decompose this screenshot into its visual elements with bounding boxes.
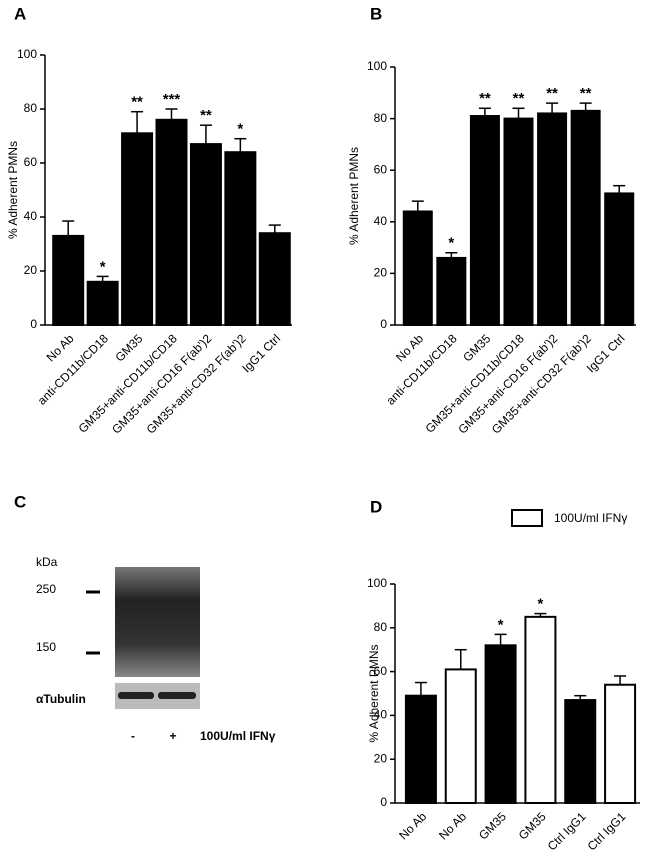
loading-control: αTubulin <box>36 692 86 706</box>
y-tick-label: 80 <box>24 101 38 115</box>
significance: ** <box>546 85 558 102</box>
y-tick-label: 0 <box>380 795 387 809</box>
x-tick-label: GM35 <box>516 809 549 842</box>
significance: * <box>498 616 504 633</box>
x-tick-label: GM35 <box>476 809 509 842</box>
y-tick-label: 20 <box>374 266 388 280</box>
y-tick-label: 60 <box>374 162 388 176</box>
y-tick-label: 100 <box>367 576 387 590</box>
bar <box>604 683 637 804</box>
bar <box>484 644 517 804</box>
panel-label: A <box>14 4 26 23</box>
y-tick-label: 80 <box>374 111 388 125</box>
y-tick-label: 40 <box>374 708 388 722</box>
bar <box>604 192 635 326</box>
bar <box>86 280 119 326</box>
bar <box>189 143 222 326</box>
bar <box>258 232 291 326</box>
significance: ** <box>580 85 592 102</box>
bar <box>404 694 437 804</box>
y-tick-label: 100 <box>367 59 387 73</box>
y-tick-label: 40 <box>24 209 38 223</box>
bar <box>52 234 85 326</box>
bar <box>121 132 154 326</box>
y-tick-label: 80 <box>374 620 388 634</box>
band <box>118 692 154 699</box>
y-axis-label: % Adherent PMNs <box>367 644 381 742</box>
blot <box>115 567 200 677</box>
panel-label: C <box>14 492 26 511</box>
legend-label: 100U/ml IFNγ <box>554 511 627 525</box>
band <box>158 692 196 699</box>
y-tick-label: 60 <box>374 664 388 678</box>
unit-label: kDa <box>36 555 58 569</box>
x-tick-label: IgG1 Ctrl <box>239 331 283 375</box>
significance: ** <box>479 90 491 107</box>
legend-swatch <box>511 509 543 527</box>
significance: * <box>237 121 243 138</box>
bar <box>503 117 534 326</box>
lane-label: - <box>131 729 135 743</box>
significance: * <box>537 596 543 613</box>
bar <box>224 151 257 326</box>
marker-label: 250 <box>36 582 56 596</box>
significance: ** <box>513 90 525 107</box>
y-axis-label: % Adherent PMNs <box>347 147 361 245</box>
y-tick-label: 100 <box>17 47 37 61</box>
bar <box>564 699 597 805</box>
y-tick-label: 20 <box>374 751 388 765</box>
bar <box>436 256 467 327</box>
x-tick-label: Ctrl IgG1 <box>545 809 589 853</box>
y-tick-label: 20 <box>24 263 38 277</box>
y-tick-label: 60 <box>24 155 38 169</box>
significance: ** <box>200 107 212 124</box>
y-tick-label: 40 <box>374 214 388 228</box>
bar <box>469 115 500 326</box>
x-tick-label: Ctrl IgG1 <box>585 809 629 853</box>
bar <box>402 210 433 326</box>
lane-label: + <box>169 729 176 743</box>
significance: * <box>448 235 454 252</box>
bar <box>537 112 568 326</box>
bar <box>155 118 188 326</box>
y-axis-label: % Adherent PMNs <box>6 141 20 239</box>
marker-label: 150 <box>36 640 56 654</box>
bar <box>524 615 557 804</box>
significance: * <box>100 258 106 275</box>
significance: ** <box>131 94 143 111</box>
panel-label: B <box>370 4 382 23</box>
y-tick-label: 0 <box>30 317 37 331</box>
panel-label: D <box>370 497 382 516</box>
y-tick-label: 0 <box>380 317 387 331</box>
significance: *** <box>163 91 181 108</box>
x-tick-label: No Ab <box>436 809 469 842</box>
treatment-label: 100U/ml IFNγ <box>200 729 276 743</box>
bar <box>570 109 601 326</box>
x-tick-label: No Ab <box>396 809 429 842</box>
bar <box>444 668 477 804</box>
